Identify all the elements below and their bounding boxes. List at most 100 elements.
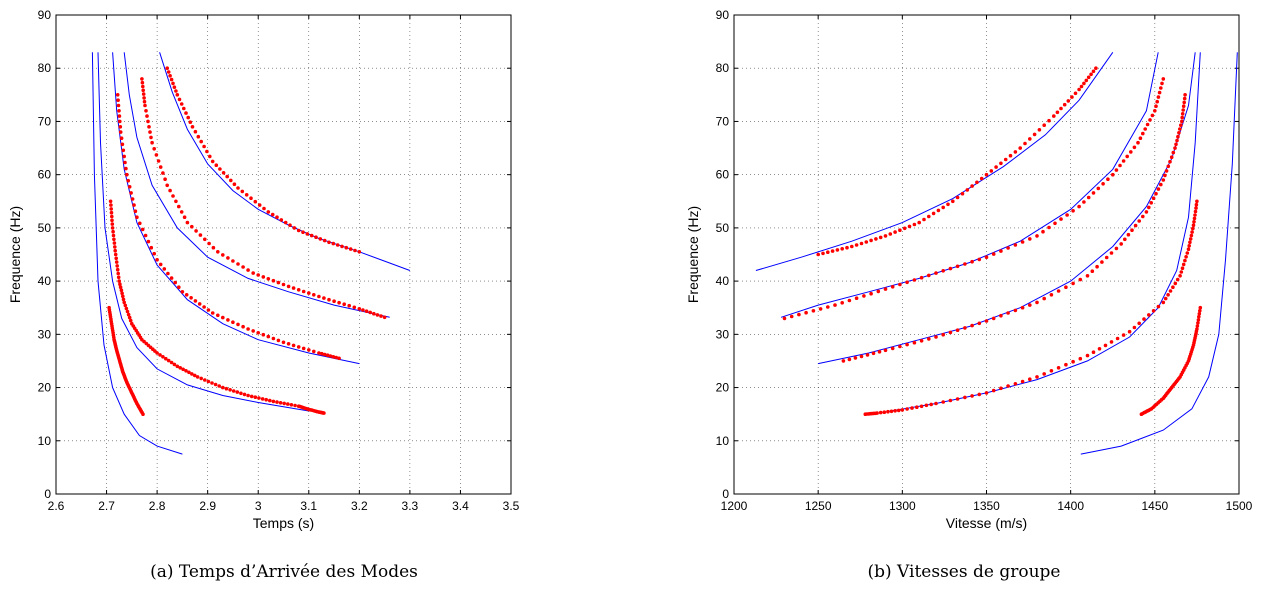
observed-point bbox=[253, 395, 258, 400]
observed-point bbox=[128, 318, 133, 323]
observed-point bbox=[331, 355, 336, 359]
observed-point bbox=[1186, 247, 1191, 251]
x-axis-label: Vitesse (m/s) bbox=[946, 515, 1027, 531]
observed-point bbox=[116, 103, 121, 108]
observed-point bbox=[161, 355, 165, 359]
observed-point bbox=[893, 409, 897, 413]
observed-point bbox=[214, 163, 219, 167]
observed-point bbox=[1013, 243, 1018, 247]
fit-curve-mode-5 bbox=[1080, 52, 1238, 455]
observed-point bbox=[1187, 244, 1191, 248]
observed-point bbox=[221, 253, 225, 257]
observed-point bbox=[111, 233, 116, 238]
observed-point bbox=[181, 367, 185, 372]
observed-point bbox=[143, 233, 148, 238]
observed-point bbox=[1151, 309, 1156, 313]
observed-point bbox=[1185, 251, 1190, 255]
observed-point bbox=[927, 214, 931, 219]
observed-point bbox=[1178, 274, 1182, 278]
observed-point bbox=[915, 405, 919, 410]
observed-point bbox=[1198, 305, 1203, 310]
observed-point bbox=[168, 74, 172, 78]
observed-point bbox=[1154, 104, 1158, 108]
observed-point bbox=[364, 309, 369, 314]
observed-point bbox=[1091, 69, 1096, 74]
observed-point bbox=[960, 191, 965, 196]
observed-point bbox=[1157, 90, 1162, 95]
observed-point bbox=[196, 134, 201, 139]
observed-point bbox=[1084, 78, 1089, 83]
observed-point bbox=[1114, 246, 1119, 251]
y-tick-label: 0 bbox=[44, 487, 51, 501]
observed-point bbox=[994, 165, 998, 169]
observed-point bbox=[123, 303, 128, 308]
observed-point bbox=[208, 154, 212, 159]
observed-point bbox=[991, 316, 996, 321]
observed-point bbox=[1018, 146, 1022, 150]
fit-curve-mode-2 bbox=[780, 52, 1159, 318]
observed-point bbox=[1091, 191, 1096, 195]
observed-point bbox=[109, 203, 113, 207]
observed-point bbox=[955, 397, 960, 401]
observed-point bbox=[127, 185, 132, 189]
observed-point bbox=[1132, 325, 1137, 330]
observed-point bbox=[1160, 81, 1164, 86]
observed-point bbox=[337, 300, 341, 305]
observed-point bbox=[934, 335, 938, 339]
observed-point bbox=[782, 316, 787, 321]
observed-point bbox=[1049, 369, 1054, 373]
observed-point bbox=[888, 232, 893, 236]
observed-point bbox=[951, 199, 955, 204]
observed-point bbox=[331, 241, 336, 246]
y-axis-label: Frequence (Hz) bbox=[7, 206, 23, 303]
observed-point bbox=[320, 351, 324, 356]
observed-point bbox=[1171, 285, 1175, 290]
observed-point bbox=[965, 188, 970, 192]
observed-point bbox=[931, 211, 936, 216]
observed-point bbox=[184, 111, 188, 115]
observed-point bbox=[189, 296, 193, 300]
observed-point bbox=[382, 315, 387, 320]
y-tick-label: 0 bbox=[722, 487, 729, 501]
x-tick-label: 3.5 bbox=[503, 499, 520, 513]
observed-point bbox=[1042, 123, 1046, 127]
observed-point bbox=[811, 309, 816, 313]
observed-point bbox=[1197, 315, 1201, 319]
observed-point bbox=[307, 291, 311, 295]
observed-point bbox=[110, 214, 114, 219]
observed-point bbox=[140, 80, 145, 85]
observed-point bbox=[236, 322, 240, 327]
observed-point bbox=[1198, 309, 1202, 313]
observed-point bbox=[1065, 213, 1069, 217]
observed-point bbox=[171, 194, 175, 198]
observed-point bbox=[340, 244, 344, 249]
observed-point bbox=[1071, 359, 1075, 364]
observed-point bbox=[120, 142, 125, 147]
panel-b-group-velocities: 1200 1250 1300 1350 1400 1450 1500 0 10 20 30 40 50 6… bbox=[685, 8, 1253, 531]
observed-point bbox=[146, 239, 151, 244]
observed-point bbox=[141, 88, 145, 93]
observed-point bbox=[198, 233, 203, 237]
observed-point bbox=[171, 81, 175, 86]
observed-point bbox=[1178, 127, 1182, 131]
observed-point bbox=[1189, 233, 1194, 238]
observed-point bbox=[293, 403, 297, 408]
observed-point bbox=[1180, 266, 1185, 271]
observed-point bbox=[1109, 340, 1114, 344]
observed-point bbox=[199, 139, 203, 144]
observed-point bbox=[1006, 246, 1010, 250]
observed-point bbox=[1133, 223, 1138, 228]
observed-point bbox=[941, 269, 945, 273]
observed-point bbox=[1070, 95, 1074, 99]
observed-point bbox=[158, 165, 163, 169]
observed-mode-2 bbox=[108, 199, 326, 415]
observed-point bbox=[1013, 382, 1018, 386]
observed-point bbox=[1181, 262, 1186, 267]
observed-point bbox=[149, 245, 154, 250]
observed-point bbox=[845, 245, 849, 250]
observed-point bbox=[210, 311, 215, 315]
observed-point bbox=[1062, 102, 1067, 107]
observed-point bbox=[288, 223, 292, 227]
observed-point bbox=[1132, 145, 1137, 150]
observed-point bbox=[291, 286, 296, 290]
